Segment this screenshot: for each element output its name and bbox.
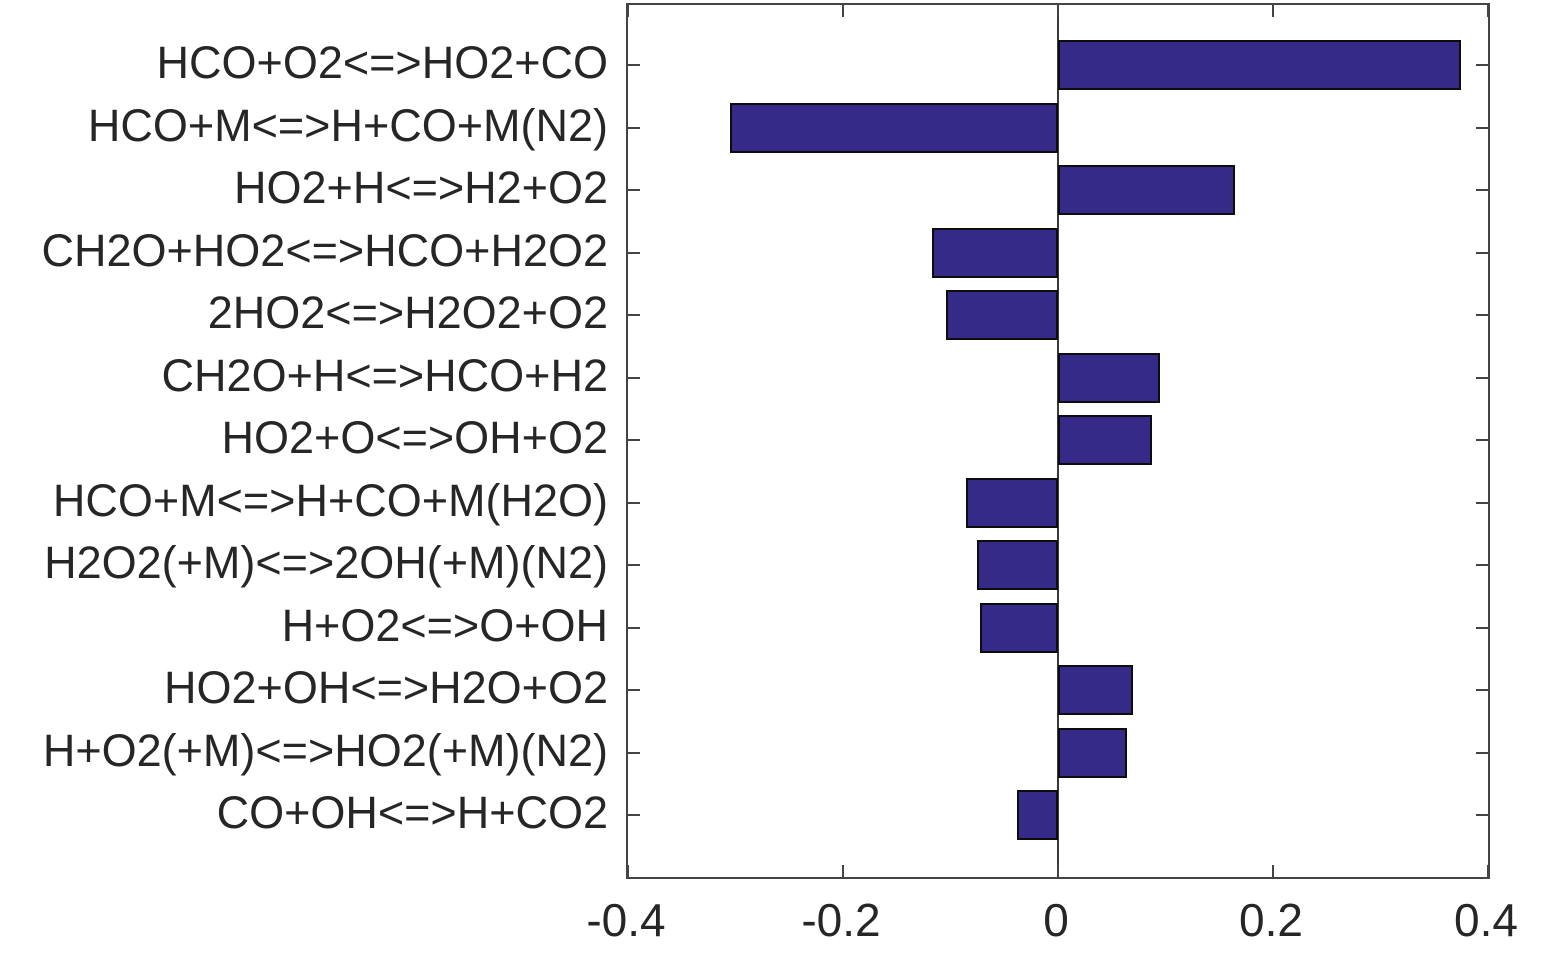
x-axis-tick <box>627 865 629 877</box>
bar <box>965 477 1058 528</box>
y-axis-tick <box>628 126 640 129</box>
bar <box>1058 415 1152 465</box>
plot-area <box>626 3 1490 879</box>
y-axis-tick-right <box>1476 439 1488 441</box>
bar <box>946 290 1058 340</box>
bar <box>730 102 1058 153</box>
x-axis-tick <box>1272 865 1274 877</box>
x-tick-label: 0 <box>1043 894 1069 946</box>
y-axis-tick <box>628 564 640 566</box>
bar <box>1058 727 1127 778</box>
x-axis-tick-top <box>1487 5 1489 17</box>
y-tick-label: H+O2<=>O+OH <box>281 599 608 651</box>
x-axis-tick <box>1057 865 1059 877</box>
bar <box>1058 40 1462 90</box>
y-axis-tick <box>628 251 640 254</box>
x-tick-label: 0.2 <box>1239 894 1303 946</box>
y-axis-tick <box>628 814 640 816</box>
y-axis-tick <box>628 626 640 629</box>
y-axis-tick-right <box>1476 314 1488 316</box>
x-axis-tick-top <box>842 5 844 17</box>
y-axis-tick-right <box>1476 64 1488 66</box>
y-axis-tick-right <box>1476 251 1488 254</box>
y-tick-label: CO+OH<=>H+CO2 <box>216 787 608 838</box>
y-tick-label: H+O2(+M)<=>HO2(+M)(N2) <box>42 724 608 776</box>
x-axis-tick <box>842 865 844 877</box>
x-tick-label: 0.4 <box>1454 894 1518 946</box>
y-axis-tick-right <box>1476 751 1488 754</box>
y-axis-tick-right <box>1476 376 1488 379</box>
x-axis-tick <box>1487 865 1489 877</box>
y-tick-label: HCO+O2<=>HO2+CO <box>156 37 608 88</box>
y-axis-tick-right <box>1476 189 1488 191</box>
y-tick-label: 2HO2<=>H2O2+O2 <box>207 287 608 338</box>
bar <box>1058 665 1134 715</box>
bar <box>1058 352 1161 403</box>
y-axis-tick <box>628 64 640 66</box>
y-axis-tick <box>628 314 640 316</box>
y-tick-label: CH2O+HO2<=>HCO+H2O2 <box>41 224 609 276</box>
bar <box>932 227 1058 278</box>
x-tick-label: -0.4 <box>586 894 666 946</box>
y-axis-tick-right <box>1476 689 1488 691</box>
y-axis-tick-right <box>1476 564 1488 566</box>
y-axis-tick <box>628 439 640 441</box>
x-axis-tick-top <box>1272 5 1274 17</box>
y-tick-label: H2O2(+M)<=>2OH(+M)(N2) <box>44 537 608 588</box>
y-axis-tick <box>628 376 640 379</box>
x-tick-label: -0.2 <box>801 894 881 946</box>
x-axis-tick-top <box>627 5 629 17</box>
y-axis-tick-right <box>1476 126 1488 129</box>
y-axis-tick <box>628 501 640 504</box>
y-axis-tick <box>628 689 640 691</box>
bar <box>979 602 1058 653</box>
y-tick-label: HCO+M<=>H+CO+M(N2) <box>87 99 608 151</box>
y-tick-label: HO2+O<=>OH+O2 <box>221 412 608 463</box>
y-axis-tick <box>628 189 640 191</box>
bar <box>1017 790 1058 840</box>
y-axis-tick-right <box>1476 814 1488 816</box>
y-axis-tick-right <box>1476 501 1488 504</box>
bar <box>977 540 1058 590</box>
y-tick-label: HCO+M<=>H+CO+M(H2O) <box>52 474 608 526</box>
y-tick-label: HO2+H<=>H2+O2 <box>234 162 608 213</box>
bar <box>1058 165 1236 215</box>
y-tick-label: HO2+OH<=>H2O+O2 <box>164 662 608 713</box>
y-axis-tick <box>628 751 640 754</box>
y-axis-tick-right <box>1476 626 1488 629</box>
y-tick-label: CH2O+H<=>HCO+H2 <box>161 349 608 401</box>
x-axis-tick-top <box>1057 5 1059 17</box>
